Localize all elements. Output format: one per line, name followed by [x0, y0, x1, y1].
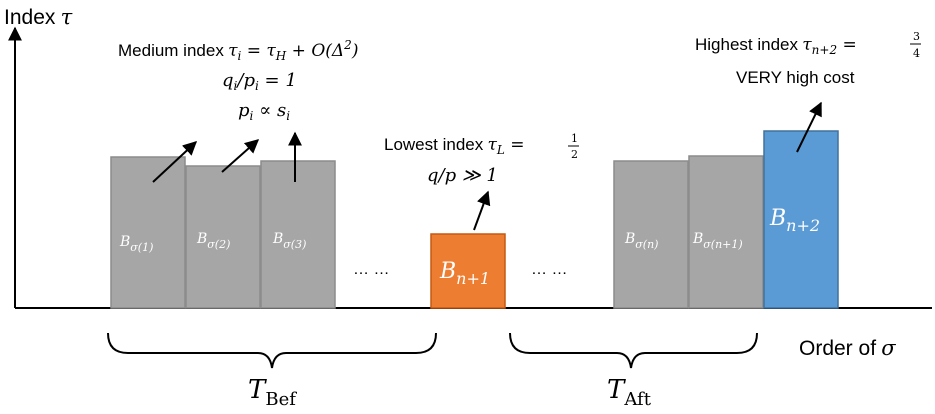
x-axis-label: Order of σ [799, 336, 896, 360]
lowest-index-fraction-den: 2 [571, 148, 578, 161]
lowest-index-line2: q/p ≫ 1 [427, 165, 498, 186]
arrow-medium-1 [152, 141, 198, 183]
bar-b-n-plus-2: Bn+2 [763, 130, 839, 309]
ellipsis-after: … … [531, 261, 567, 278]
highest-index-fraction-num: 3 [913, 30, 920, 43]
highest-cost-label: VERY high cost [736, 68, 855, 87]
medium-index-line2: qi/pi = 1 [222, 70, 297, 93]
bar-b-sigma-3: Bσ(3) [260, 160, 336, 309]
arrow-highest [796, 101, 822, 153]
bar-b-sigma-1-label: Bσ(1) [119, 234, 153, 254]
lowest-index-fraction-num: 1 [571, 132, 578, 145]
brace-before [107, 332, 437, 369]
lowest-index-line1: Lowest index τL = [384, 135, 525, 157]
medium-index-line3: pi ∝ si [238, 100, 290, 123]
medium-index-line1: Medium index τi = τH + O(Δ2) [118, 38, 358, 63]
arrow-lowest [473, 190, 491, 231]
bar-b-sigma-1: Bσ(1) [110, 156, 186, 309]
brace-after [509, 332, 758, 369]
group-label-after: TAft [607, 375, 652, 410]
y-axis-label: Index τ [4, 5, 73, 29]
group-label-before: TBef [248, 375, 297, 410]
highest-index-fraction-den: 4 [913, 47, 920, 60]
bar-b-n-plus-1: Bn+1 [430, 233, 506, 309]
highest-index-line1: Highest index τn+2 = [695, 35, 857, 57]
bar-b-sigma-n-plus-1: Bσ(n+1) [688, 155, 764, 309]
arrow-medium-2 [221, 139, 260, 173]
bar-b-sigma-2: Bσ(2) [185, 165, 261, 309]
ellipsis-before: … … [353, 261, 389, 278]
bar-b-sigma-n: Bσ(n) [613, 160, 689, 309]
